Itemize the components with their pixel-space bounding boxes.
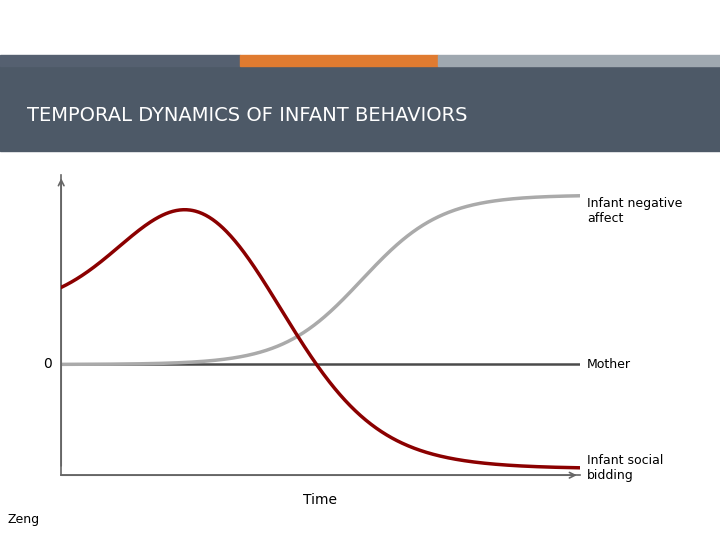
Text: Infant social
bidding: Infant social bidding — [587, 454, 663, 482]
Text: 0: 0 — [43, 357, 52, 372]
Text: Infant negative
affect: Infant negative affect — [587, 197, 682, 225]
Text: Mother: Mother — [587, 358, 631, 371]
Text: Zeng: Zeng — [7, 514, 40, 526]
Text: Time: Time — [303, 494, 338, 508]
Text: TEMPORAL DYNAMICS OF INFANT BEHAVIORS: TEMPORAL DYNAMICS OF INFANT BEHAVIORS — [27, 106, 468, 125]
